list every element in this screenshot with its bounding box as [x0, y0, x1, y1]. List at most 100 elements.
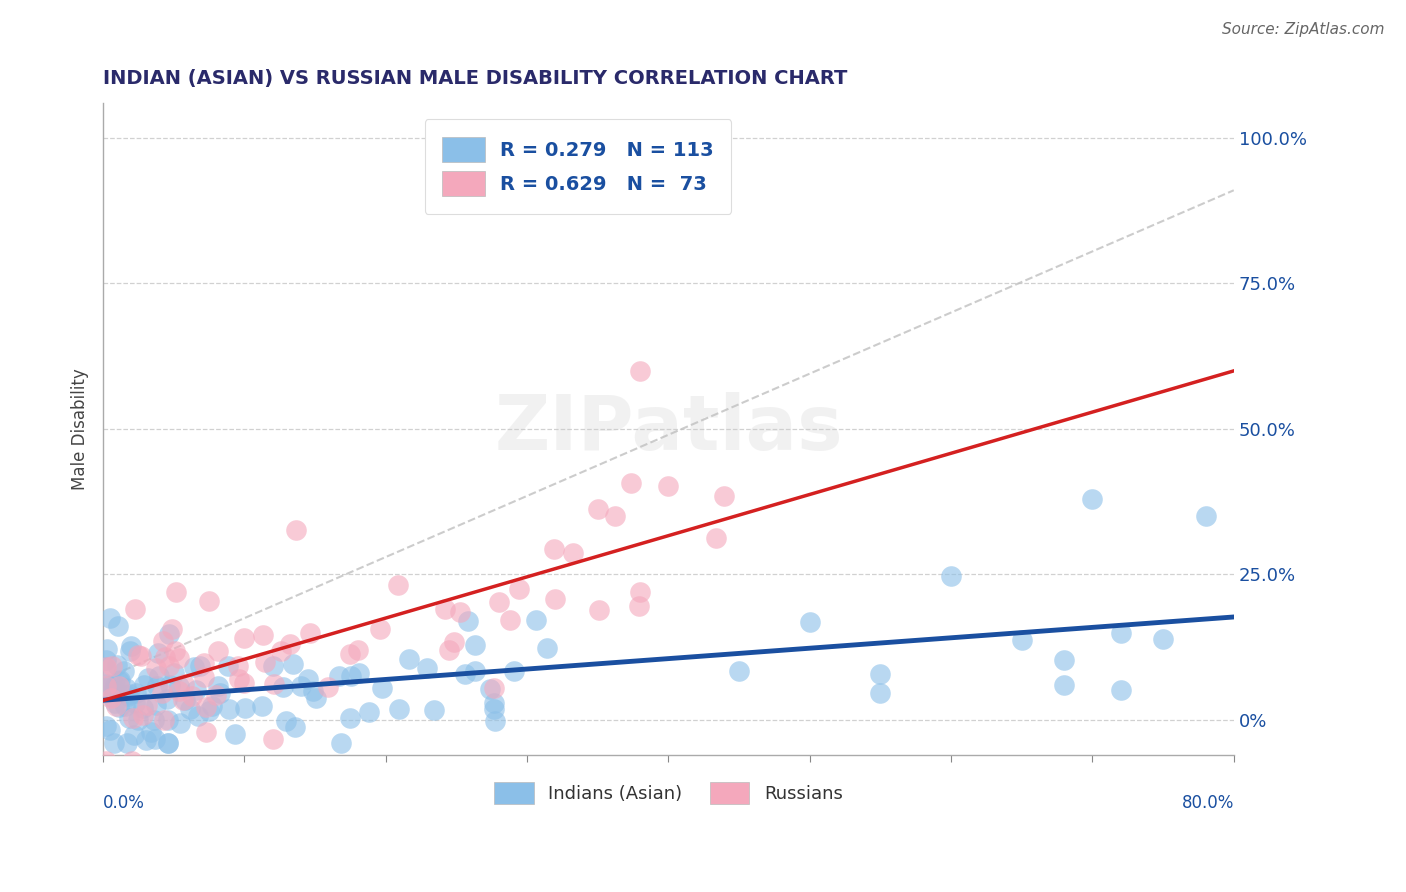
Point	[183, 659, 205, 673]
Point	[278, 637, 301, 651]
Point	[165, 584, 187, 599]
Point	[201, 698, 224, 713]
Point	[207, 644, 229, 658]
Point	[339, 647, 361, 661]
Point	[330, 736, 353, 750]
Point	[799, 615, 821, 629]
Point	[588, 602, 610, 616]
Text: 0.0%: 0.0%	[103, 794, 145, 812]
Point	[101, 659, 124, 673]
Point	[478, 681, 501, 696]
Point	[187, 708, 209, 723]
Point	[94, 653, 117, 667]
Point	[148, 646, 170, 660]
Point	[108, 673, 131, 687]
Point	[339, 669, 361, 683]
Point	[387, 578, 409, 592]
Point	[125, 685, 148, 699]
Point	[108, 680, 131, 694]
Point	[207, 679, 229, 693]
Point	[134, 678, 156, 692]
Text: INDIAN (ASIAN) VS RUSSIAN MALE DISABILITY CORRELATION CHART: INDIAN (ASIAN) VS RUSSIAN MALE DISABILIT…	[103, 69, 848, 87]
Point	[135, 733, 157, 747]
Point	[153, 649, 176, 664]
Point	[281, 657, 304, 671]
Point	[127, 648, 149, 662]
Point	[339, 711, 361, 725]
Point	[94, 754, 117, 768]
Point	[464, 638, 486, 652]
Point	[628, 599, 651, 614]
Point	[101, 690, 124, 705]
Point	[197, 593, 219, 607]
Point	[157, 713, 180, 727]
Point	[105, 683, 128, 698]
Point	[104, 696, 127, 710]
Point	[105, 686, 128, 700]
Point	[145, 661, 167, 675]
Point	[194, 699, 217, 714]
Point	[482, 702, 505, 716]
Point	[117, 735, 139, 749]
Point	[423, 703, 446, 717]
Point	[98, 723, 121, 738]
Point	[124, 728, 146, 742]
Point	[108, 700, 131, 714]
Point	[299, 625, 322, 640]
Point	[484, 696, 506, 710]
Point	[305, 690, 328, 705]
Point	[132, 700, 155, 714]
Point	[143, 732, 166, 747]
Point	[449, 605, 471, 619]
Point	[488, 595, 510, 609]
Point	[118, 711, 141, 725]
Point	[543, 541, 565, 556]
Point	[150, 686, 173, 700]
Point	[96, 679, 118, 693]
Point	[271, 680, 294, 694]
Point	[347, 666, 370, 681]
Point	[657, 479, 679, 493]
Point	[112, 664, 135, 678]
Point	[107, 619, 129, 633]
Point	[434, 602, 457, 616]
Point	[262, 732, 284, 747]
Point	[159, 659, 181, 673]
Point	[143, 714, 166, 728]
Point	[1053, 653, 1076, 667]
Point	[224, 726, 246, 740]
Point	[97, 681, 120, 695]
Text: 80.0%: 80.0%	[1181, 794, 1234, 812]
Point	[157, 626, 180, 640]
Point	[153, 713, 176, 727]
Point	[437, 642, 460, 657]
Point	[290, 679, 312, 693]
Point	[302, 683, 325, 698]
Point	[127, 714, 149, 728]
Point	[503, 664, 526, 678]
Point	[107, 673, 129, 688]
Point	[285, 524, 308, 538]
Point	[297, 672, 319, 686]
Point	[169, 715, 191, 730]
Point	[628, 364, 651, 378]
Point	[217, 658, 239, 673]
Point	[145, 698, 167, 712]
Point	[252, 699, 274, 714]
Point	[193, 656, 215, 670]
Point	[152, 634, 174, 648]
Point	[233, 632, 256, 646]
Point	[118, 644, 141, 658]
Text: ZIPatlas: ZIPatlas	[494, 392, 842, 466]
Point	[97, 681, 120, 696]
Point	[464, 664, 486, 678]
Point	[1011, 632, 1033, 647]
Point	[181, 689, 204, 703]
Point	[118, 687, 141, 701]
Point	[120, 639, 142, 653]
Point	[869, 685, 891, 699]
Point	[117, 689, 139, 703]
Point	[346, 642, 368, 657]
Point	[156, 736, 179, 750]
Point	[536, 640, 558, 655]
